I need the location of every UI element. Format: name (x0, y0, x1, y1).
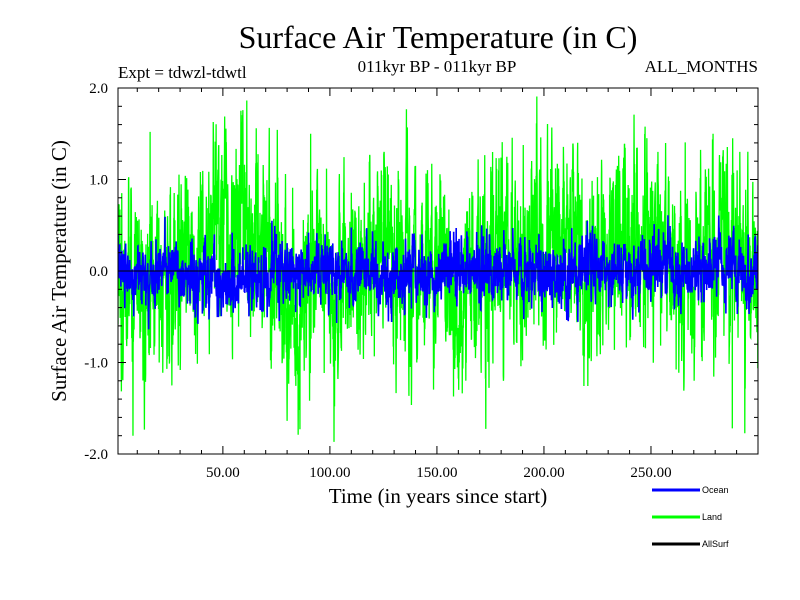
y-tick-label: 2.0 (89, 81, 108, 97)
series-line-land (118, 96, 758, 442)
series-layer (118, 96, 758, 442)
legend-label-allsurf: AllSurf (702, 539, 729, 549)
legend: Ocean Land AllSurf (652, 485, 729, 549)
x-tick-label: 150.00 (416, 465, 457, 481)
x-tick-label: 250.00 (630, 465, 671, 481)
y-tick-label: -2.0 (84, 447, 108, 463)
chart-subtitle-center: 011kyr BP - 011kyr BP (358, 57, 517, 76)
x-axis-label: Time (in years since start) (329, 484, 548, 508)
y-tick-label: -1.0 (84, 356, 108, 372)
x-tick-label: 100.00 (309, 465, 350, 481)
x-tick-label: 50.00 (206, 465, 240, 481)
legend-label-ocean: Ocean (702, 485, 729, 495)
axis-layer: 50.00 100.00 150.00 200.00 250.00 -2.0 -1.0 0.0… (84, 81, 758, 481)
x-tick-label: 200.00 (523, 465, 564, 481)
chart-title: Surface Air Temperature (in C) (239, 19, 638, 55)
y-axis-label: Surface Air Temperature (in C) (47, 140, 71, 402)
chart-subtitle-left: Expt = tdwzl-tdwtl (118, 63, 247, 82)
series-line-ocean (118, 215, 758, 330)
chart-subtitle-right: ALL_MONTHS (645, 57, 758, 76)
y-tick-label: 1.0 (89, 173, 108, 189)
legend-label-land: Land (702, 512, 722, 522)
y-tick-label: 0.0 (89, 264, 108, 280)
